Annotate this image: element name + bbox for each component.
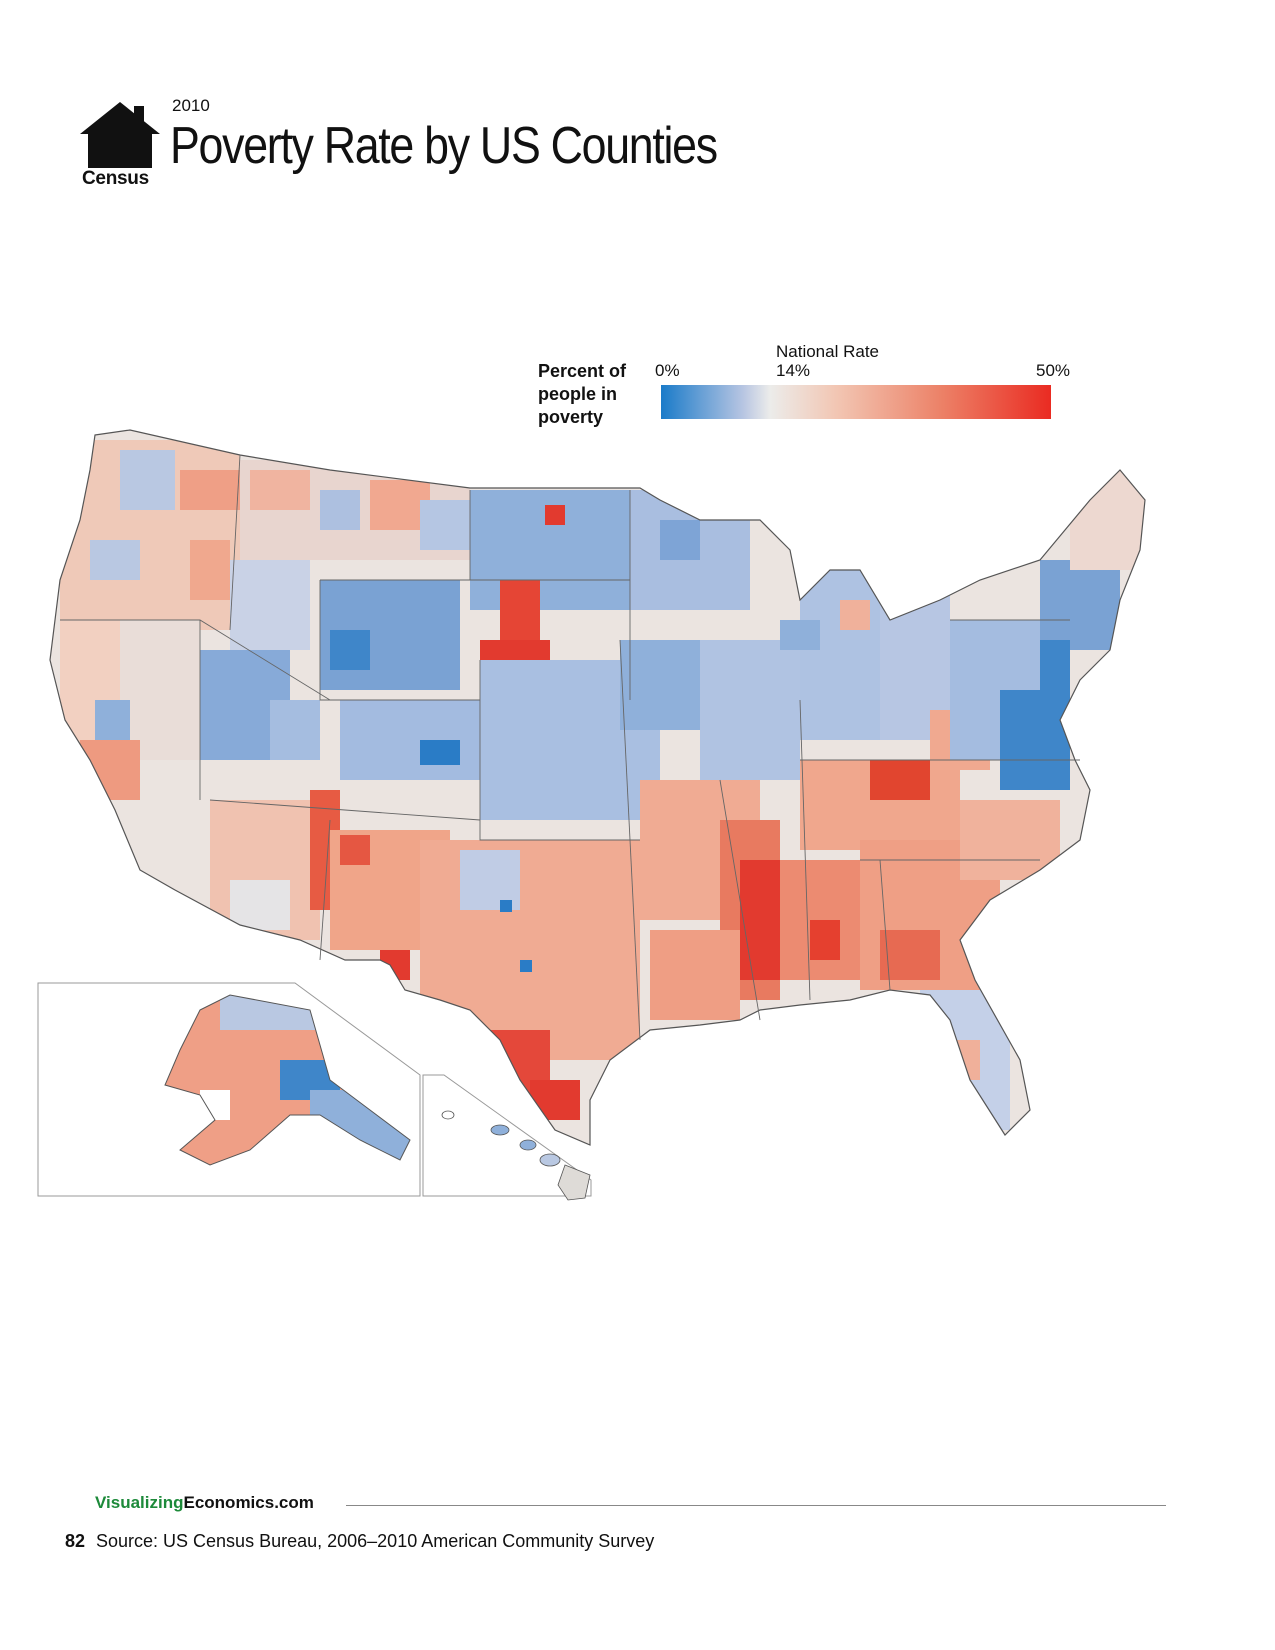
hawaii-inset-frame <box>422 1074 592 1197</box>
alaska <box>165 995 410 1165</box>
legend-title: Percent of people in poverty <box>538 360 626 429</box>
site-credit: VisualizingEconomics.com <box>95 1493 314 1513</box>
legend-national-rate-label: National Rate <box>776 342 880 361</box>
footer-rule <box>346 1505 1166 1506</box>
state-boundaries <box>60 454 1080 1041</box>
page-number: 82 <box>65 1531 86 1551</box>
legend-title-line: people in <box>538 384 618 404</box>
alaska-inset-frame <box>37 982 421 1197</box>
page-title: Poverty Rate by US Counties <box>170 117 718 175</box>
site-credit-part2: Economics.com <box>183 1493 314 1512</box>
census-label: Census <box>82 168 149 189</box>
house-icon <box>80 102 160 168</box>
legend-max-label: 50% <box>1036 361 1071 380</box>
hawaii <box>441 1110 591 1201</box>
source-note: Source: US Census Bureau, 2006–2010 Amer… <box>96 1531 655 1551</box>
legend-title-line: poverty <box>538 407 604 427</box>
alaska-outline <box>164 994 411 1166</box>
legend-title-line: Percent of <box>538 361 627 381</box>
legend-color-ramp <box>661 385 1051 419</box>
legend-national-rate-value: 14% <box>776 361 811 380</box>
legend-min-label: 0% <box>655 361 680 380</box>
site-credit-part1: Visualizing <box>95 1493 184 1512</box>
census-badge: Census <box>80 100 160 190</box>
us-outline <box>49 429 1146 1146</box>
year-label: 2010 <box>172 96 210 115</box>
